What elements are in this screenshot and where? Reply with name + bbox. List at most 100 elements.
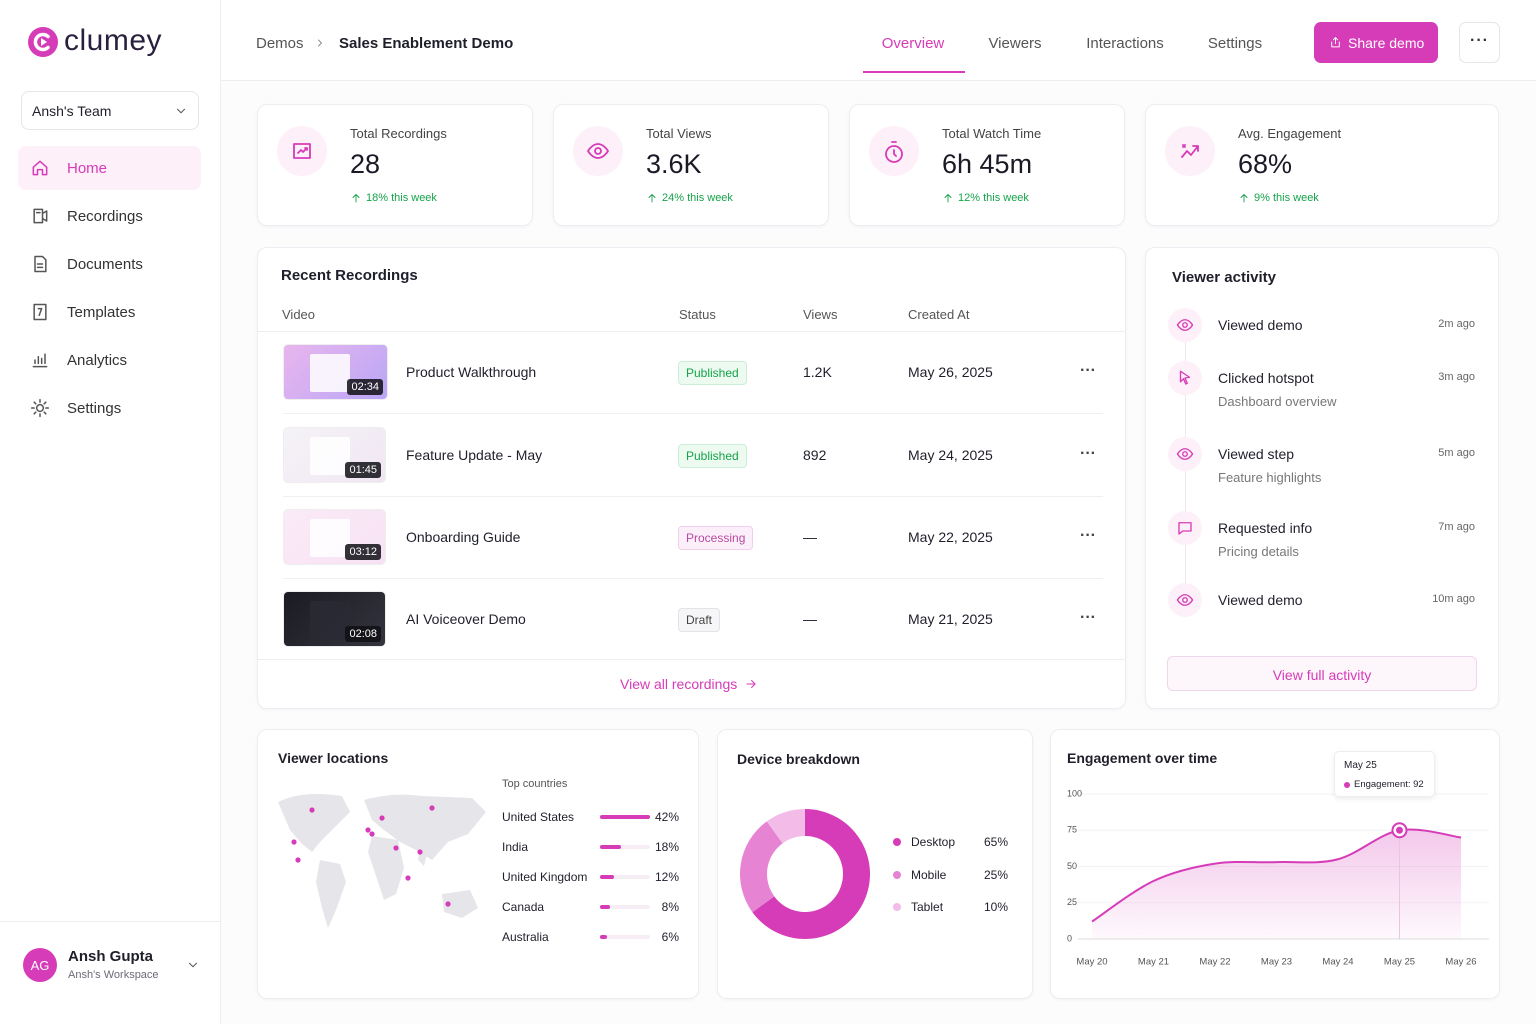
activity-icon-path: [1176, 448, 1194, 460]
duration: 02:34: [347, 379, 383, 395]
more-button[interactable]: ···: [1459, 22, 1500, 63]
recording-name[interactable]: Feature Update - May: [406, 447, 543, 463]
y-tick-label: 50: [1067, 861, 1077, 871]
row-menu[interactable]: ···: [1080, 362, 1096, 379]
nav-item[interactable]: Recordings: [18, 194, 201, 238]
team-select[interactable]: Ansh's Team: [21, 91, 199, 130]
thumbnail: 03:12: [283, 509, 386, 565]
views: —: [803, 611, 817, 627]
sidebar-divider: [0, 921, 220, 922]
nav-item[interactable]: Analytics: [18, 338, 201, 382]
activity-detail: Dashboard overview: [1218, 394, 1337, 409]
country-bar: [600, 845, 622, 849]
subtitle: Top countries: [502, 778, 568, 790]
tooltip-title: May 25: [1344, 760, 1377, 771]
line-chart: 0 25 50 75 100 May 20 May 21 May 22 May 23 May 24…: [1067, 788, 1489, 968]
legend-label: Tablet: [911, 900, 944, 914]
row-menu[interactable]: ···: [1080, 527, 1096, 544]
stat-arrow: [944, 194, 952, 203]
views: 1.2K: [803, 364, 832, 380]
thumbnail: 01:45: [283, 427, 386, 483]
stat-icon: [293, 143, 311, 159]
row-menu[interactable]: ···: [1080, 445, 1096, 462]
stat-arrow-path: [1240, 194, 1248, 203]
sidebar: clumey Ansh's Team Home Recordings Documents…: [0, 0, 221, 1024]
stat-icon: [885, 141, 903, 163]
button-label: View full activity: [1272, 667, 1372, 683]
nav-item[interactable]: Templates: [18, 290, 201, 334]
donut-segment: [766, 809, 805, 844]
stat-change: 24% this week: [662, 192, 733, 204]
location-dot: [365, 827, 371, 833]
column-header: Created At: [908, 307, 970, 322]
location-dot: [309, 807, 315, 813]
activity-detail: Pricing details: [1218, 544, 1299, 559]
nav-label: Analytics: [67, 352, 128, 369]
stat-label: Total Watch Time: [942, 126, 1042, 141]
nav-icon: [34, 255, 47, 273]
view-all-link[interactable]: View all recordings: [620, 676, 738, 692]
y-tick-label: 0: [1067, 933, 1072, 943]
activity-action: Viewed demo: [1218, 317, 1303, 333]
y-tick-label: 100: [1067, 788, 1082, 798]
share-button[interactable]: Share demo: [1314, 22, 1438, 63]
header: Demos Sales Enablement Demo Overview Viewer…: [221, 0, 1536, 81]
stat-icon: [1181, 144, 1199, 158]
legend-dot: [893, 838, 901, 846]
nav-icon-path: [33, 303, 47, 321]
duration: 02:08: [345, 626, 381, 642]
nav-item[interactable]: Settings: [18, 386, 201, 430]
location-dot: [295, 857, 301, 863]
tab[interactable]: Overview: [881, 35, 945, 52]
breadcrumb-item[interactable]: Demos: [256, 35, 304, 52]
duration: 03:12: [345, 544, 381, 560]
recording-name[interactable]: AI Voiceover Demo: [406, 611, 526, 627]
thumb-screen: [310, 354, 350, 392]
activity-icon-path: [1176, 594, 1194, 606]
tab[interactable]: Settings: [1207, 35, 1263, 52]
nav-item[interactable]: Documents: [18, 242, 201, 286]
activity-icon-bg: [1168, 511, 1202, 545]
country-name: Canada: [502, 900, 545, 914]
user-chevron-path: [188, 962, 198, 968]
row-menu[interactable]: ···: [1080, 609, 1096, 626]
stat-value: 3.6K: [646, 149, 702, 179]
stat-arrow: [352, 194, 360, 203]
brand-name: clumey: [64, 24, 163, 57]
land: [278, 794, 350, 852]
tooltip-label: Engagement: 92: [1354, 779, 1424, 790]
created-at: May 26, 2025: [908, 364, 993, 380]
tab[interactable]: Viewers: [988, 35, 1042, 52]
legend-value: 25%: [983, 867, 1008, 882]
tab[interactable]: Interactions: [1086, 35, 1164, 52]
logo-c: [33, 32, 50, 52]
stat-card: Total Watch Time 6h 45m 12% this week: [849, 104, 1125, 226]
legend-dot: [893, 903, 901, 911]
stat-label: Avg. Engagement: [1238, 126, 1342, 141]
footer-divider: [258, 659, 1125, 660]
nav-item[interactable]: Home: [18, 146, 201, 190]
stat-icon-path: [1181, 144, 1199, 158]
recording-name[interactable]: Product Walkthrough: [406, 364, 537, 380]
tooltip: May 25 Engagement: 92: [1334, 751, 1435, 797]
team-name: Ansh's Team: [32, 103, 112, 119]
stat-arrow: [648, 194, 656, 203]
locations-card: Viewer locations Top countries United Stat…: [257, 729, 699, 999]
legend-label: Mobile: [911, 867, 947, 882]
column-header: Video: [282, 307, 316, 322]
status-badge: Published: [678, 444, 747, 468]
stat-card: Total Recordings 28 18% this week: [257, 104, 533, 226]
view-activity-button[interactable]: View full activity: [1167, 656, 1477, 691]
activity-icon: [1178, 522, 1192, 535]
donut-segment: [740, 821, 783, 913]
views: 892: [803, 447, 827, 463]
avatar: AG: [23, 948, 57, 982]
stat-arrow-path: [648, 194, 656, 203]
stat-icon-bg: [869, 126, 919, 176]
recording-name[interactable]: Onboarding Guide: [406, 529, 521, 545]
stat-label: Total Views: [646, 126, 712, 141]
stat-icon-path: [587, 143, 609, 159]
stat-arrow: [1240, 194, 1248, 203]
stat-icon-path: [885, 141, 903, 163]
donut: [740, 809, 870, 939]
